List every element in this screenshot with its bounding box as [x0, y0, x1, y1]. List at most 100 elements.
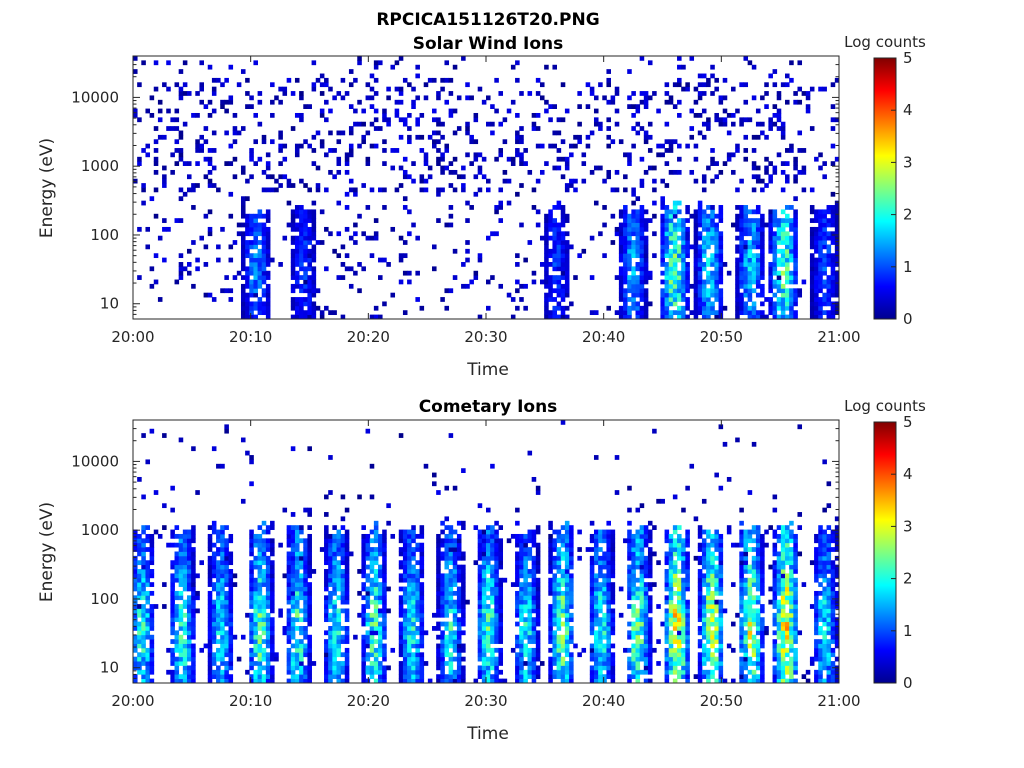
- solar-wind-heatmap-cell: [710, 156, 715, 162]
- solar-wind-heatmap-cell: [286, 222, 292, 228]
- cometary-heatmap-cell: [456, 652, 462, 658]
- solar-wind-heatmap-cell: [307, 314, 312, 320]
- cometary-heatmap-cell: [419, 617, 425, 623]
- solar-wind-heatmap-cell: [772, 209, 778, 215]
- solar-wind-heatmap-cell: [311, 222, 317, 228]
- cometary-heatmap-cell: [398, 560, 404, 566]
- cometary-heatmap-cell: [294, 564, 300, 570]
- cometary-heatmap-cell: [369, 647, 375, 653]
- cometary-heatmap-cell: [373, 617, 379, 623]
- solar-wind-heatmap-cell: [631, 301, 636, 307]
- solar-wind-heatmap-cell: [780, 253, 786, 259]
- solar-wind-heatmap-cell: [710, 301, 715, 307]
- solar-wind-heatmap-cell: [706, 218, 711, 223]
- solar-wind-heatmap-cell: [643, 297, 649, 302]
- solar-wind-heatmap-cell: [340, 77, 346, 83]
- cometary-heatmap-cell: [486, 564, 491, 570]
- solar-wind-heatmap-cell: [494, 156, 499, 162]
- cometary-heatmap-cell: [216, 604, 221, 609]
- solar-wind-heatmap-cell: [618, 305, 624, 311]
- solar-wind-heatmap-cell: [643, 222, 649, 228]
- solar-wind-heatmap-cell: [743, 253, 749, 259]
- solar-wind-heatmap-cell: [776, 297, 782, 302]
- solar-wind-heatmap-cell: [477, 169, 483, 175]
- solar-wind-heatmap-cell: [735, 244, 740, 250]
- cometary-heatmap-cell: [564, 617, 570, 623]
- solar-wind-heatmap-cell: [270, 82, 275, 88]
- cometary-heatmap-cell: [494, 542, 499, 548]
- solar-wind-heatmap-cell: [602, 222, 607, 228]
- solar-wind-heatmap-cell: [764, 104, 769, 109]
- solar-wind-heatmap-cell: [623, 279, 628, 285]
- cometary-heatmap-cell: [170, 604, 175, 609]
- cometary-heatmap-cell: [361, 542, 366, 548]
- cometary-heatmap-cell: [486, 674, 491, 680]
- cometary-heatmap-cell: [224, 674, 229, 680]
- cometary-heatmap-cell: [303, 643, 308, 649]
- solar-wind-heatmap-cell: [768, 174, 773, 180]
- cometary-heatmap-cell: [519, 590, 524, 596]
- cometary-heatmap-cell: [253, 604, 258, 609]
- solar-wind-heatmap-cell: [747, 314, 753, 320]
- cometary-heatmap-cell: [427, 678, 433, 684]
- cometary-heatmap-cell: [564, 665, 570, 671]
- solar-wind-heatmap-cell: [324, 117, 329, 123]
- cometary-heatmap-cell: [365, 538, 371, 544]
- solar-wind-heatmap-cell: [668, 139, 674, 145]
- solar-wind-heatmap-cell: [797, 148, 803, 153]
- solar-wind-heatmap-cell: [618, 297, 624, 302]
- solar-wind-heatmap-cell: [232, 139, 238, 145]
- solar-wind-heatmap-cell: [548, 248, 553, 254]
- cometary-heatmap-cell: [249, 560, 254, 566]
- solar-wind-heatmap-cell: [643, 266, 649, 272]
- cometary-heatmap-cell: [378, 639, 383, 644]
- cometary-heatmap-cell: [170, 586, 175, 592]
- solar-wind-heatmap-cell: [444, 305, 450, 311]
- cometary-heatmap-cell: [415, 560, 420, 566]
- solar-wind-heatmap-cell: [240, 283, 246, 289]
- solar-wind-heatmap-cell: [722, 77, 728, 83]
- solar-wind-heatmap-cell: [751, 165, 757, 171]
- cometary-heatmap-cell: [548, 639, 553, 644]
- solar-wind-heatmap-cell: [635, 121, 641, 127]
- cometary-heatmap-cell: [461, 599, 466, 605]
- cometary-heatmap-cell: [224, 608, 229, 614]
- solar-wind-heatmap-cell: [739, 270, 744, 276]
- cometary-heatmap-cell: [402, 599, 408, 605]
- solar-wind-heatmap-cell: [552, 165, 557, 171]
- cometary-heatmap-cell: [340, 590, 346, 596]
- solar-wind-heatmap-cell: [660, 231, 665, 237]
- cometary-heatmap-cell: [548, 665, 553, 671]
- solar-wind-heatmap-cell: [764, 165, 769, 171]
- cometary-heatmap-cell: [220, 463, 225, 469]
- cometary-heatmap-cell: [369, 652, 375, 658]
- cometary-heatmap-cell: [307, 507, 312, 513]
- solar-wind-heatmap-cell: [552, 244, 557, 250]
- cometary-heatmap-cell: [328, 617, 333, 623]
- solar-wind-heatmap-cell: [473, 275, 479, 280]
- solar-wind-heatmap-cell: [311, 235, 317, 241]
- cometary-heatmap-cell: [415, 612, 420, 618]
- solar-wind-heatmap-cell: [564, 156, 570, 162]
- solar-wind-heatmap-cell: [681, 231, 686, 237]
- solar-wind-heatmap-cell: [735, 205, 740, 210]
- solar-wind-heatmap-cell: [805, 95, 811, 101]
- cometary-heatmap-cell: [444, 599, 450, 605]
- solar-wind-heatmap-cell: [560, 82, 566, 88]
- cometary-heatmap-cell: [494, 590, 499, 596]
- solar-wind-heatmap-cell: [830, 117, 836, 123]
- solar-wind-heatmap-cell: [174, 148, 180, 153]
- cometary-heatmap-cell: [365, 630, 371, 636]
- cometary-heatmap-cell: [253, 634, 258, 640]
- cometary-heatmap-cell: [593, 538, 599, 544]
- solar-wind-heatmap-cell: [369, 235, 375, 241]
- solar-wind-heatmap-cell: [830, 126, 836, 131]
- solar-wind-heatmap-cell: [793, 178, 798, 184]
- cometary-heatmap-cell: [398, 564, 404, 570]
- cometary-heatmap-cell: [527, 612, 533, 618]
- solar-wind-heatmap-cell: [294, 275, 300, 280]
- solar-wind-heatmap-cell: [772, 301, 778, 307]
- cometary-heatmap-cell: [519, 678, 524, 684]
- cometary-heatmap-cell: [461, 525, 466, 530]
- solar-wind-heatmap-cell: [232, 126, 238, 131]
